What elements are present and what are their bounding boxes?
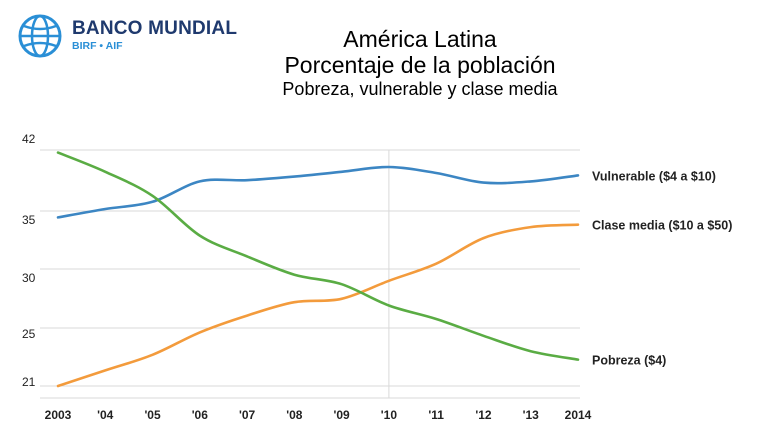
x-tick-label: '11 <box>428 408 444 422</box>
x-tick-label: '12 <box>475 408 492 422</box>
x-tick-label: '09 <box>334 408 351 422</box>
x-tick-label: '04 <box>97 408 114 422</box>
logo-name: BANCO MUNDIAL <box>72 18 238 39</box>
chart-subtitle: Porcentaje de la población <box>284 52 556 78</box>
series-line <box>56 165 580 219</box>
world-bank-logo: BANCO MUNDIAL BIRF • AIF <box>18 12 258 60</box>
series-label: Vulnerable ($4 a $10) <box>592 169 716 183</box>
x-tick-label: '06 <box>192 408 209 422</box>
series-line <box>56 151 580 361</box>
chart-title: América Latina <box>343 26 497 52</box>
globe-icon <box>18 14 62 58</box>
x-tick-label: '13 <box>523 408 540 422</box>
series-label: Clase media ($10 a $50) <box>592 219 732 233</box>
x-tick-label: '07 <box>239 408 256 422</box>
series-line <box>56 223 580 388</box>
x-tick-label: 2003 <box>45 408 72 422</box>
x-tick-label: '10 <box>381 408 398 422</box>
chart-title-block: América Latina Porcentaje de la població… <box>220 26 620 100</box>
y-tick-label: 30 <box>22 271 36 285</box>
y-tick-label: 35 <box>22 213 36 227</box>
chart-subtitle-2: Pobreza, vulnerable y clase media <box>282 79 558 99</box>
x-tick-label: '05 <box>144 408 161 422</box>
logo-subtitle: BIRF • AIF <box>72 40 123 52</box>
y-tick-label: 25 <box>22 327 36 341</box>
y-tick-label: 42 <box>22 132 36 146</box>
x-tick-label: 2014 <box>565 408 592 422</box>
y-tick-label: 21 <box>22 375 36 389</box>
series-label: Pobreza ($4) <box>592 354 666 368</box>
x-tick-label: '08 <box>286 408 303 422</box>
